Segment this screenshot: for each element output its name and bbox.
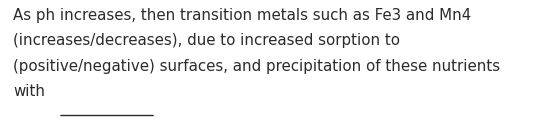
Text: with: with	[13, 85, 45, 100]
Text: As ph increases, then transition metals such as Fe3 and Mn4: As ph increases, then transition metals …	[13, 8, 472, 23]
Text: (positive/negative) surfaces, and precipitation of these nutrients: (positive/negative) surfaces, and precip…	[13, 59, 500, 74]
Text: (increases/decreases), due to increased sorption to: (increases/decreases), due to increased …	[13, 34, 400, 49]
